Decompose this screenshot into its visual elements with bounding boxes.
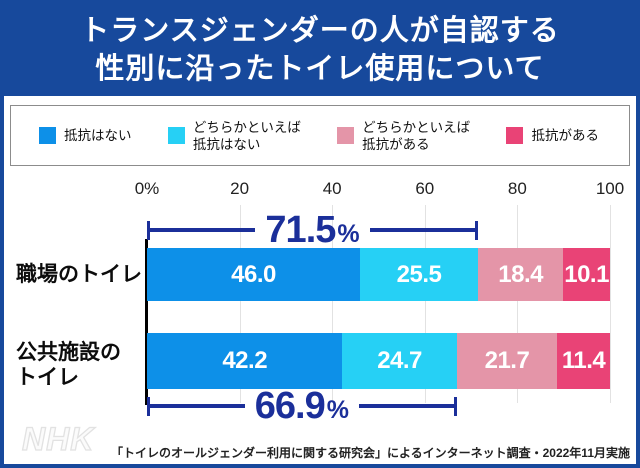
legend-label: どちらかといえば 抵抗がある	[362, 119, 470, 153]
bracket-line	[150, 228, 256, 232]
legend-label-line: どちらかといえば	[362, 119, 471, 135]
subtotal-number: 66.9	[254, 384, 326, 427]
category-label-public-facility: 公共施設の トイレ	[16, 340, 148, 390]
source-note: 「トイレのオールジェンダー利用に関する研究会」によるインターネット調査・2022…	[110, 446, 630, 460]
title-banner: トランスジェンダーの人が自認する 性別に沿ったトイレ使用について	[4, 4, 636, 96]
y-axis-line	[145, 239, 148, 405]
segment-value: 46.0	[231, 260, 276, 288]
nhk-logo: NHK	[21, 420, 95, 457]
legend-swatch-blue	[39, 127, 56, 144]
legend-swatch-magenta	[506, 127, 524, 144]
subtotal-bracket-public-facility: 66.9%	[147, 385, 457, 427]
legend-item-somewhat-no-resistance: どちらかといえば 抵抗はない	[167, 119, 301, 153]
bar-segment-somewhat-resistance: 18.4	[478, 248, 564, 301]
legend-swatch-cyan	[167, 127, 185, 144]
stacked-bar-chart: 0% 20 40 60 80 100 71.5% 46.0 25.5	[135, 179, 624, 435]
percent-sign: %	[337, 219, 360, 248]
x-tick-100: 100	[595, 179, 625, 198]
bar-segment-no-resistance: 42.2	[147, 333, 343, 389]
bar-segment-resistance: 11.4	[557, 333, 610, 389]
bracket-cap	[453, 396, 457, 416]
segment-value: 10.1	[564, 260, 609, 288]
bar-segment-no-resistance: 46.0	[147, 248, 360, 301]
x-tick-40: 40	[322, 179, 342, 198]
x-tick-20: 20	[230, 179, 250, 198]
bar-segment-somewhat-no-resistance: 24.7	[342, 333, 457, 389]
legend: 抵抗はない どちらかといえば 抵抗はない どちらかといえば 抵抗がある 抵抗があ…	[10, 105, 630, 166]
legend-label: どちらかといえば 抵抗はない	[193, 119, 301, 153]
bracket-cap	[475, 220, 479, 240]
legend-label-line: 抵抗はない	[192, 136, 261, 152]
subtotal-value-public-facility: 66.9%	[255, 385, 349, 428]
legend-label: 抵抗がある	[531, 127, 599, 144]
category-label-workplace: 職場のトイレ	[16, 263, 142, 286]
bracket-line	[369, 228, 476, 232]
gridline	[610, 205, 611, 403]
legend-label-line: 抵抗がある	[531, 128, 599, 143]
subtotal-value-workplace: 71.5%	[265, 209, 359, 252]
subtotal-bracket-workplace: 71.5%	[147, 209, 479, 252]
percent-sign: %	[326, 395, 349, 424]
legend-label-line: 抵抗がある	[362, 136, 430, 152]
gridline	[239, 205, 241, 403]
category-label-line: トイレ	[16, 366, 79, 389]
segment-value: 24.7	[377, 347, 422, 374]
x-tick-0: 0%	[134, 179, 160, 198]
segment-value: 42.2	[222, 347, 268, 374]
bar-workplace-toilet: 46.0 25.5 18.4 10.1	[147, 248, 610, 301]
legend-item-no-resistance: 抵抗はない	[39, 127, 132, 144]
subtotal-number: 71.5	[265, 208, 336, 251]
segment-value: 11.4	[561, 347, 606, 374]
segment-value: 25.5	[396, 260, 442, 288]
x-tick-80: 80	[507, 179, 527, 198]
bar-segment-somewhat-resistance: 21.7	[456, 333, 558, 389]
bracket-cap	[147, 220, 150, 240]
bar-public-facility-toilet: 42.2 24.7 21.7 11.4	[147, 333, 610, 389]
legend-label-line: どちらかといえば	[192, 119, 301, 135]
page-title-line-1: トランスジェンダーの人が自認する	[80, 15, 560, 47]
category-label-line: 公共施設の	[16, 341, 121, 364]
bar-segment-somewhat-no-resistance: 25.5	[359, 248, 479, 301]
legend-item-somewhat-resistance: どちらかといえば 抵抗がある	[337, 119, 470, 153]
segment-value: 18.4	[498, 260, 543, 288]
bracket-line	[150, 404, 245, 408]
x-tick-60: 60	[415, 179, 435, 198]
bracket-line	[358, 404, 454, 408]
gridline	[517, 205, 519, 403]
bar-segment-resistance: 10.1	[563, 248, 610, 301]
bracket-cap	[147, 396, 150, 416]
gridline	[424, 205, 426, 403]
legend-label: 抵抗はない	[64, 127, 132, 144]
legend-swatch-pink	[337, 127, 355, 144]
gridline	[332, 205, 334, 403]
segment-value: 21.7	[484, 347, 530, 374]
legend-item-resistance: 抵抗がある	[506, 127, 599, 144]
page-title-line-2: 性別に沿ったトイレ使用について	[95, 53, 545, 85]
legend-label-line: 抵抗はない	[64, 128, 132, 143]
